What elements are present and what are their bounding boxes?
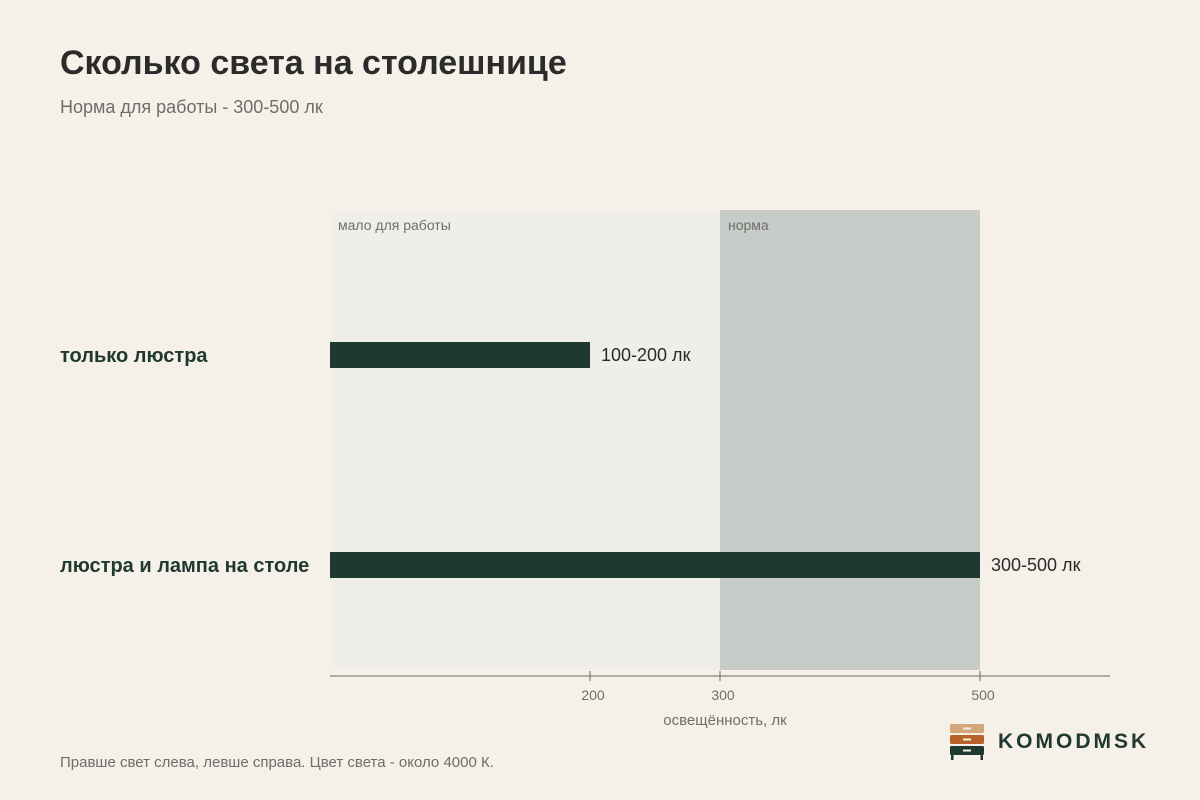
zone-label-0: мало для работы bbox=[338, 217, 451, 233]
zone-0 bbox=[330, 210, 720, 670]
bar-0 bbox=[330, 342, 590, 368]
zone-label-1: норма bbox=[728, 217, 769, 233]
x-tick-label-2: 500 bbox=[971, 687, 995, 703]
zone-1 bbox=[720, 210, 980, 670]
brand-name: KOMODMSK bbox=[998, 730, 1150, 753]
value-label-0: 100-200 лк bbox=[601, 345, 691, 365]
x-axis-label: освещённость, лк bbox=[663, 712, 787, 729]
bar-1 bbox=[330, 552, 980, 578]
brand-logo: KOMODMSK bbox=[948, 722, 1149, 762]
footnote: Правше свет слева, левше справа. Цвет св… bbox=[60, 754, 494, 771]
x-tick-label-0: 200 bbox=[581, 687, 605, 703]
chart-subtitle: Норма для работы - 300-500 лк bbox=[60, 97, 323, 117]
value-label-1: 300-500 лк bbox=[991, 555, 1081, 575]
chest-of-drawers-icon bbox=[950, 724, 984, 760]
category-label-0: только люстра bbox=[60, 345, 208, 367]
chart-title: Сколько света на столешнице bbox=[60, 44, 567, 82]
category-label-1: люстра и лампа на столе bbox=[60, 555, 309, 577]
x-tick-label-1: 300 bbox=[711, 687, 735, 703]
